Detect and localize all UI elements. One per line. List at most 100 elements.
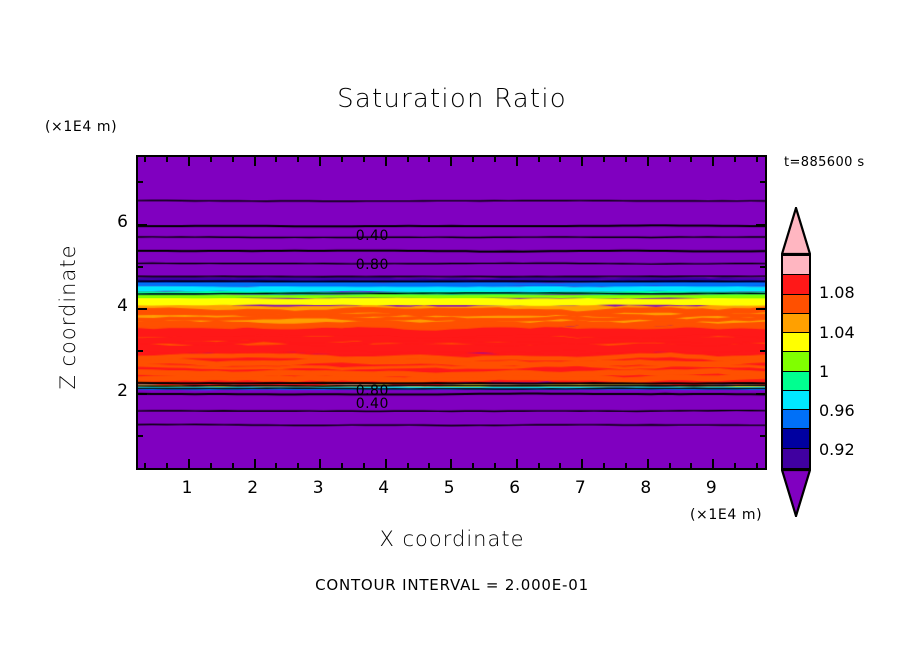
x-minor-tick — [231, 463, 234, 468]
colorbar-band — [783, 294, 809, 314]
contour-level-label: 0.40 — [355, 395, 389, 412]
x-minor-tick-top — [166, 157, 169, 162]
x-major-tick — [712, 459, 715, 468]
colorbar-band — [783, 275, 809, 295]
x-major-tick — [319, 459, 322, 468]
colorbar-tick-label: 1 — [819, 361, 830, 381]
contour-interval-caption: CONTOUR INTERVAL = 2.000E-01 — [315, 576, 589, 594]
x-axis-label: X coordinate — [379, 527, 525, 551]
x-minor-tick-top — [603, 157, 606, 162]
x-minor-tick — [603, 463, 606, 468]
x-minor-tick — [406, 463, 409, 468]
y-major-tick — [138, 223, 147, 226]
x-minor-tick — [755, 463, 758, 468]
colorbar-band — [783, 256, 809, 276]
x-major-tick — [646, 459, 649, 468]
x-minor-tick-top — [209, 157, 212, 162]
x-minor-tick — [340, 463, 343, 468]
x-major-tick-top — [188, 157, 191, 166]
y-minor-tick — [138, 350, 143, 353]
x-major-tick-top — [450, 157, 453, 166]
timestamp-annotation: t=885600 s — [784, 155, 865, 170]
y-minor-tick — [138, 265, 143, 268]
y-tick-label: 6 — [117, 211, 128, 232]
x-minor-tick — [297, 463, 300, 468]
colorbar-band — [783, 429, 809, 449]
contour-plot-area[interactable]: 0.40 0.80 0.80 0.40 — [136, 155, 767, 470]
y-major-tick — [138, 392, 147, 395]
x-minor-tick-top — [428, 157, 431, 162]
x-minor-tick — [362, 463, 365, 468]
x-minor-tick — [275, 463, 278, 468]
y-major-tick — [138, 308, 147, 311]
x-minor-tick-top — [231, 157, 234, 162]
x-minor-tick — [144, 463, 147, 468]
x-minor-tick — [493, 463, 496, 468]
x-tick-label: 6 — [509, 478, 521, 498]
x-minor-tick-top — [406, 157, 409, 162]
colorbar-band — [783, 371, 809, 391]
x-major-tick — [384, 459, 387, 468]
y-tick-label: 4 — [117, 296, 128, 317]
x-minor-tick — [690, 463, 693, 468]
y-tick-label: 2 — [117, 380, 128, 401]
x-minor-tick-top — [493, 157, 496, 162]
x-minor-tick-top — [690, 157, 693, 162]
colorbar-tick-label: 0.96 — [819, 401, 855, 421]
x-major-tick — [581, 459, 584, 468]
x-major-tick-top — [581, 157, 584, 166]
x-tick-label: 2 — [247, 478, 259, 498]
x-minor-tick-top — [362, 157, 365, 162]
x-tick-label: 5 — [443, 478, 455, 498]
y-major-tick-right — [756, 392, 765, 395]
colorbar-tick-label: 1.04 — [819, 322, 855, 342]
colorbar[interactable]: 1.08 1.04 1 0.96 0.92 — [781, 207, 855, 517]
x-minor-tick-top — [297, 157, 300, 162]
x-minor-tick — [624, 463, 627, 468]
x-minor-tick — [472, 463, 475, 468]
x-tick-label: 3 — [312, 478, 324, 498]
x-minor-tick-top — [668, 157, 671, 162]
x-minor-tick-top — [755, 157, 758, 162]
x-minor-tick — [668, 463, 671, 468]
contour-level-label: 0.80 — [355, 256, 389, 273]
x-major-tick — [188, 459, 191, 468]
colorbar-bands — [781, 254, 811, 470]
x-minor-tick — [209, 463, 212, 468]
y-minor-tick — [138, 435, 143, 438]
colorbar-band — [783, 410, 809, 430]
colorbar-tick-label: 0.92 — [819, 440, 855, 460]
y-minor-tick-right — [760, 181, 765, 184]
x-major-tick-top — [319, 157, 322, 166]
y-minor-tick-right — [760, 350, 765, 353]
x-minor-tick — [428, 463, 431, 468]
y-minor-tick-right — [760, 435, 765, 438]
y-major-tick-right — [756, 223, 765, 226]
colorbar-band — [783, 313, 809, 334]
x-minor-tick-top — [624, 157, 627, 162]
x-major-tick-top — [253, 157, 256, 166]
y-minor-tick — [138, 181, 143, 184]
colorbar-band — [783, 333, 809, 353]
x-major-tick — [253, 459, 256, 468]
x-tick-label: 4 — [378, 478, 390, 498]
x-major-tick-top — [712, 157, 715, 166]
colorbar-band — [783, 390, 809, 411]
contour-level-label: 0.80 — [355, 382, 389, 399]
y-minor-tick-right — [760, 265, 765, 268]
x-minor-tick-top — [472, 157, 475, 162]
colorbar-top-arrow-icon — [781, 207, 811, 255]
x-minor-tick-top — [559, 157, 562, 162]
x-minor-tick-top — [734, 157, 737, 162]
x-tick-label: 7 — [574, 478, 586, 498]
y-major-tick-right — [756, 308, 765, 311]
x-minor-tick — [734, 463, 737, 468]
x-major-tick-top — [646, 157, 649, 166]
colorbar-band — [783, 448, 809, 468]
y-axis-label: Z coordinate — [56, 244, 80, 390]
colorbar-tick-label: 1.08 — [819, 283, 855, 303]
x-major-tick-top — [515, 157, 518, 166]
x-tick-label: 9 — [705, 478, 717, 498]
x-minor-tick-top — [340, 157, 343, 162]
x-minor-tick — [166, 463, 169, 468]
